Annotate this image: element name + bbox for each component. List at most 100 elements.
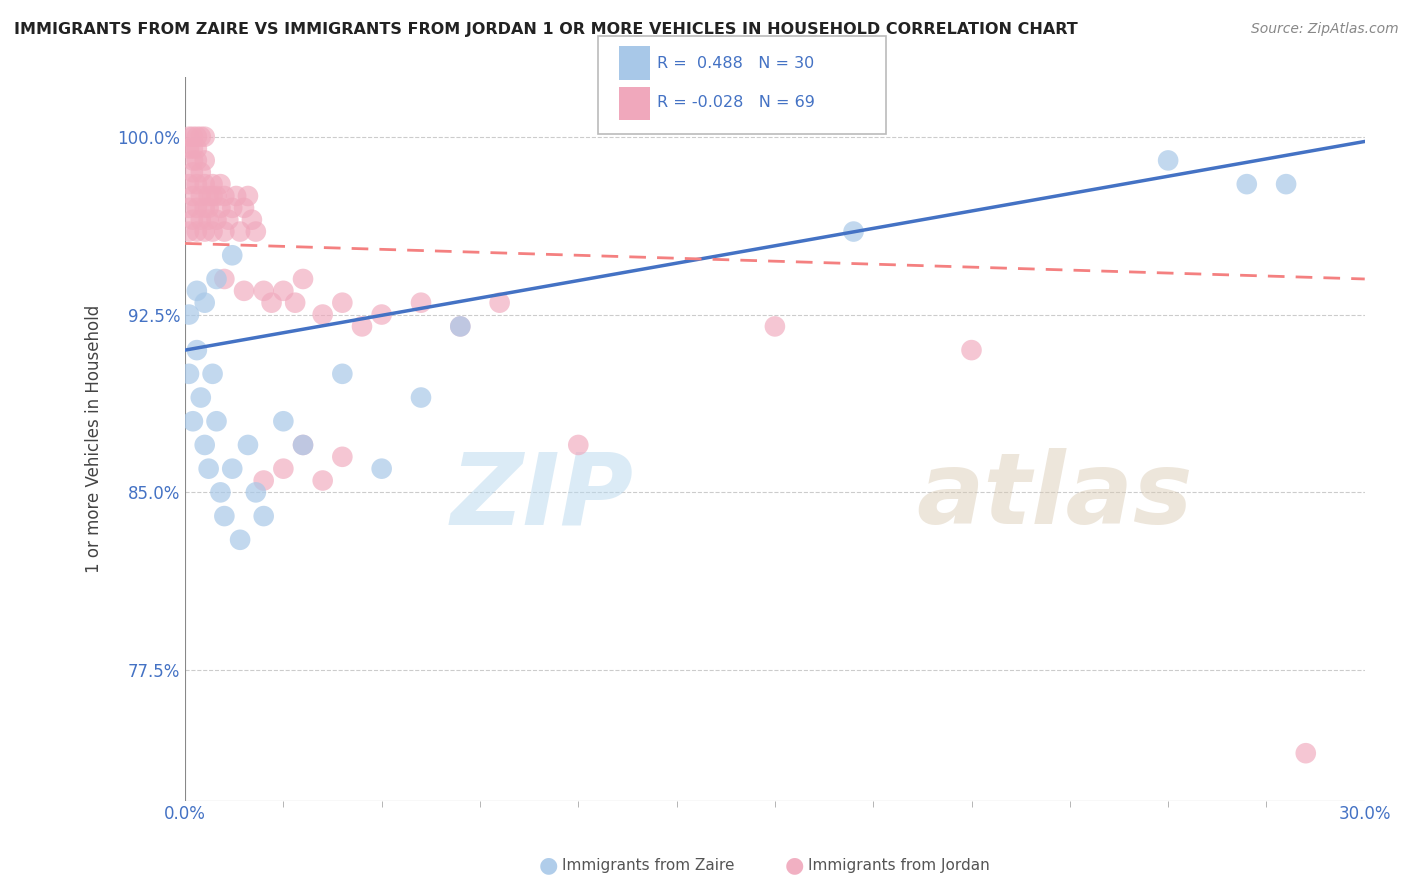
Point (194, 201, 217, 215)
Point (1236, 177, 1258, 191)
Point (449, 319, 471, 334)
Point (186, 153, 208, 168)
Point (221, 201, 243, 215)
Point (214, 189, 236, 203)
Point (763, 319, 786, 334)
Point (214, 509, 236, 524)
Point (229, 533, 252, 547)
Point (245, 485, 267, 500)
Point (214, 225, 236, 239)
Point (197, 461, 219, 475)
Point (221, 461, 243, 475)
Text: Immigrants from Jordan: Immigrants from Jordan (808, 858, 990, 872)
Point (181, 153, 204, 168)
Point (194, 225, 217, 239)
Point (190, 391, 212, 405)
Point (205, 189, 228, 203)
Point (240, 212, 263, 227)
Point (201, 367, 224, 381)
Point (186, 284, 208, 298)
Text: ●: ● (785, 855, 804, 875)
Point (1157, 153, 1180, 168)
Point (194, 177, 217, 191)
Point (194, 129, 217, 144)
Point (273, 414, 295, 428)
Point (177, 308, 200, 322)
Point (190, 165, 212, 179)
Point (217, 212, 239, 227)
Point (177, 367, 200, 381)
Y-axis label: 1 or more Vehicles in Household: 1 or more Vehicles in Household (86, 305, 103, 574)
Point (205, 414, 228, 428)
Point (253, 474, 276, 488)
Point (488, 295, 510, 310)
Point (312, 474, 335, 488)
Text: Source: ZipAtlas.com: Source: ZipAtlas.com (1251, 22, 1399, 37)
Point (284, 295, 307, 310)
Point (197, 189, 219, 203)
Point (201, 189, 224, 203)
Point (292, 272, 315, 286)
Point (253, 509, 276, 524)
Point (229, 225, 252, 239)
Point (177, 142, 200, 156)
Point (177, 177, 200, 191)
Point (370, 461, 392, 475)
Point (236, 438, 259, 452)
Text: R =  0.488   N = 30: R = 0.488 N = 30 (657, 56, 814, 70)
Point (330, 295, 353, 310)
Point (245, 225, 267, 239)
Point (186, 129, 208, 144)
Point (214, 272, 236, 286)
Point (186, 343, 208, 358)
Point (260, 295, 283, 310)
Point (181, 165, 204, 179)
Point (273, 284, 295, 298)
Point (221, 248, 243, 262)
Point (181, 189, 204, 203)
Point (292, 438, 315, 452)
Point (181, 212, 204, 227)
Point (186, 201, 208, 215)
Point (197, 212, 219, 227)
Point (312, 308, 335, 322)
Point (567, 438, 589, 452)
Text: IMMIGRANTS FROM ZAIRE VS IMMIGRANTS FROM JORDAN 1 OR MORE VEHICLES IN HOUSEHOLD : IMMIGRANTS FROM ZAIRE VS IMMIGRANTS FROM… (14, 22, 1078, 37)
Point (842, 225, 865, 239)
Point (233, 201, 256, 215)
Point (197, 201, 219, 215)
Text: atlas: atlas (917, 449, 1192, 545)
Point (292, 438, 315, 452)
Point (409, 391, 432, 405)
Point (181, 129, 204, 144)
Text: ZIP: ZIP (450, 449, 633, 545)
Point (201, 225, 224, 239)
Point (190, 129, 212, 144)
Point (186, 225, 208, 239)
Point (177, 225, 200, 239)
Point (449, 319, 471, 334)
Point (201, 177, 224, 191)
Point (209, 485, 232, 500)
Point (190, 212, 212, 227)
Text: Immigrants from Zaire: Immigrants from Zaire (562, 858, 735, 872)
Point (194, 295, 217, 310)
Point (194, 438, 217, 452)
Point (1275, 177, 1298, 191)
Point (960, 343, 983, 358)
Point (350, 319, 373, 334)
Point (181, 414, 204, 428)
Point (330, 367, 353, 381)
Point (186, 142, 208, 156)
Point (181, 142, 204, 156)
Point (225, 189, 247, 203)
Point (209, 201, 232, 215)
Point (186, 177, 208, 191)
Point (273, 461, 295, 475)
Point (1295, 746, 1317, 760)
Point (205, 272, 228, 286)
Point (330, 450, 353, 464)
Point (233, 284, 256, 298)
Point (209, 177, 232, 191)
Point (177, 129, 200, 144)
